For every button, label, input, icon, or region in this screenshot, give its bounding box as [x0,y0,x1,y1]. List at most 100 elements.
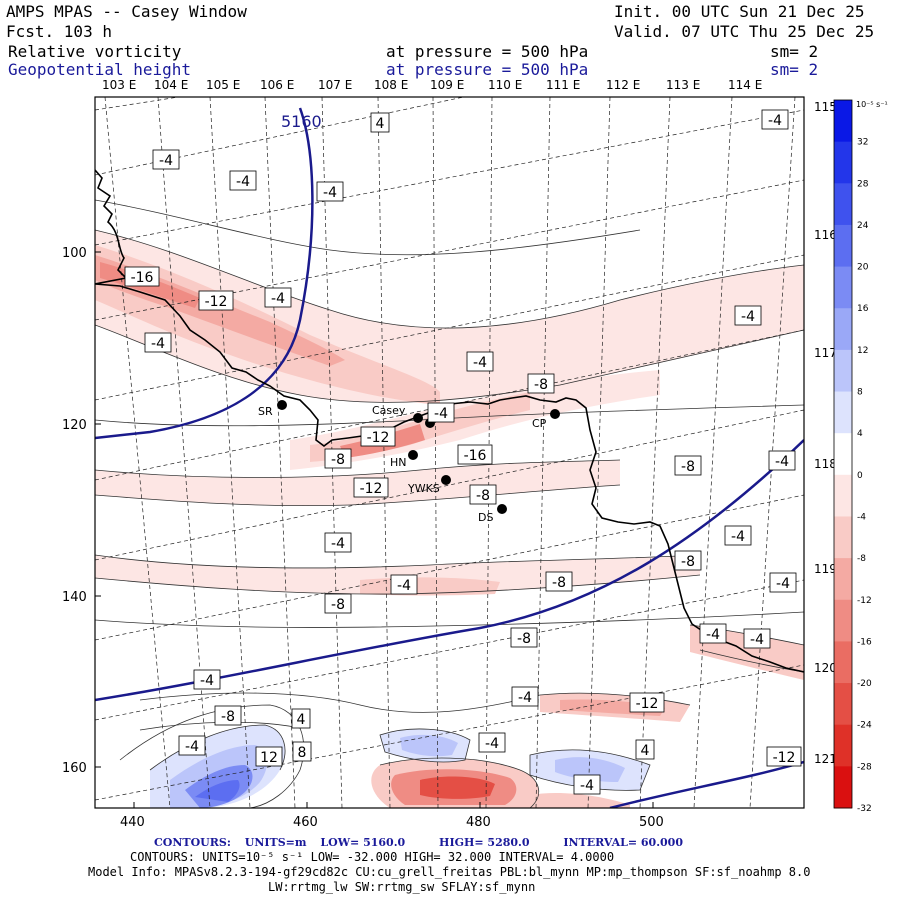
colorbar-label: -32 [857,804,872,814]
colorbar-label: -8 [857,554,866,564]
contour-label: 4 [370,112,390,133]
contour-label: -8 [324,593,352,614]
svg-text:-4: -4 [397,578,411,594]
svg-text:-12: -12 [360,481,383,497]
contour-label: -4 [699,623,727,644]
contour-label: -16 [457,444,493,465]
x-tick-label: 440 [120,815,145,830]
station-dot-sr [277,400,287,410]
footer-high: HIGH= 5280.0 [439,836,530,849]
contour-label: -8 [674,455,702,476]
colorbar-label: 20 [857,263,869,273]
svg-text:-4: -4 [323,185,337,201]
svg-text:4: 4 [297,712,306,728]
svg-text:-12: -12 [636,696,659,712]
lon-label: 113 E [666,78,701,92]
latlon-grid [95,97,804,808]
lon-label: 108 E [374,78,409,92]
y-tick-label: 160 [62,761,87,776]
svg-text:-4: -4 [580,778,594,794]
contour-label: -12 [629,692,665,713]
contour-label: 4 [635,739,655,760]
contour-label: 12 [255,746,283,767]
svg-text:8: 8 [298,745,307,761]
station-label-ds: DS [478,511,493,524]
contour-label: -8 [324,448,352,469]
colorbar-swatch [834,724,852,767]
station-dot-ywks [441,475,451,485]
svg-text:-4: -4 [768,113,782,129]
contour-label: -4 [152,149,180,170]
colorbar-swatch [834,599,852,642]
colorbar-label: 32 [857,138,868,148]
contour-label: -12 [353,477,389,498]
svg-text:-8: -8 [517,631,531,647]
colorbar-label: 0 [857,471,863,481]
station-labels: SR Casey HN YWKS DS CP [258,404,547,524]
svg-text:-8: -8 [681,459,695,475]
field1-pressure: at pressure = 500 hPa [386,42,589,61]
colorbar-label: 16 [857,304,869,314]
svg-text:-4: -4 [200,673,214,689]
colorbar-swatch [834,141,852,184]
svg-text:-4: -4 [185,739,199,755]
svg-text:-8: -8 [221,709,235,725]
station-label-cp: CP [532,417,547,430]
height-contour-label: 5160 [281,112,322,131]
colorbar-label: 28 [857,179,869,189]
field1-smooth: sm= 2 [770,42,819,61]
colorbar-swatch [834,100,852,143]
svg-text:-4: -4 [518,690,532,706]
contour-label: -4 [427,402,455,423]
colorbar-units: 10⁻⁵ s⁻¹ [856,100,888,109]
colorbar: 32 28 24 20 16 12 8 4 0 -4 -8 -12 -16 -20 -24 -28 -32 [833,99,872,814]
footer-line2: CONTOURS: UNITS=10⁻⁵ s⁻¹ LOW= -32.000 HI… [130,850,615,864]
map-frame [94,96,805,809]
lon-label: 112 E [606,78,641,92]
contour-labels: 4 -4 -4 -4 -4 -4 -4 -4 -16 -12 -4 -8 -4 -8 -12 -16 -12 -8… [124,109,802,795]
colorbar-swatch [834,683,852,726]
station-dot-casey [413,413,423,423]
valid-time: Valid. 07 UTC Thu 25 Dec 25 [614,22,875,41]
contour-label: -4 [769,572,797,593]
colorbar-swatch [834,641,852,684]
colorbar-label: 4 [857,429,863,439]
contour-label: -4 [511,686,539,707]
forecast-hour: Fcst. 103 h [6,22,112,41]
contour-label: -4 [390,574,418,595]
x-axis-labels: 440 460 480 500 [120,815,664,830]
station-dot-hn [408,450,418,460]
svg-text:-4: -4 [741,309,755,325]
svg-text:-4: -4 [706,627,720,643]
colorbar-label: -16 [857,637,872,647]
contour-label: -4 [193,669,221,690]
contour-label: -4 [743,628,771,649]
svg-text:-16: -16 [464,448,487,464]
svg-text:-12: -12 [367,430,390,446]
station-dot-cp [550,409,560,419]
contour-label: -4 [229,170,257,191]
x-tick-label: 460 [293,815,318,830]
contour-label: -16 [124,266,160,287]
colorbar-label: -24 [857,721,872,731]
station-label-ywks: YWKS [407,482,440,495]
footer-low: LOW= 5160.0 [320,836,406,849]
colorbar-label: 24 [857,221,869,231]
station-label-casey: Casey [372,404,406,417]
contour-label: -4 [768,450,796,471]
field2-smooth: sm= 2 [770,60,819,79]
svg-text:-8: -8 [681,554,695,570]
field1-name: Relative vorticity [8,42,182,61]
contour-label: -4 [724,525,752,546]
svg-text:-4: -4 [159,153,173,169]
colorbar-swatch [834,266,852,309]
contour-label: -8 [674,550,702,571]
colorbar-swatch [834,558,852,601]
svg-text:-8: -8 [331,452,345,468]
lon-label: 111 E [546,78,581,92]
colorbar-swatch [834,474,852,517]
footer-interval: INTERVAL= 60.000 [563,836,683,849]
colorbar-swatch [834,183,852,226]
footer-line4: LW:rrtmg_lw SW:rrtmg_sw SFLAY:sf_mynn [268,880,536,894]
contour-label: -12 [360,426,396,447]
